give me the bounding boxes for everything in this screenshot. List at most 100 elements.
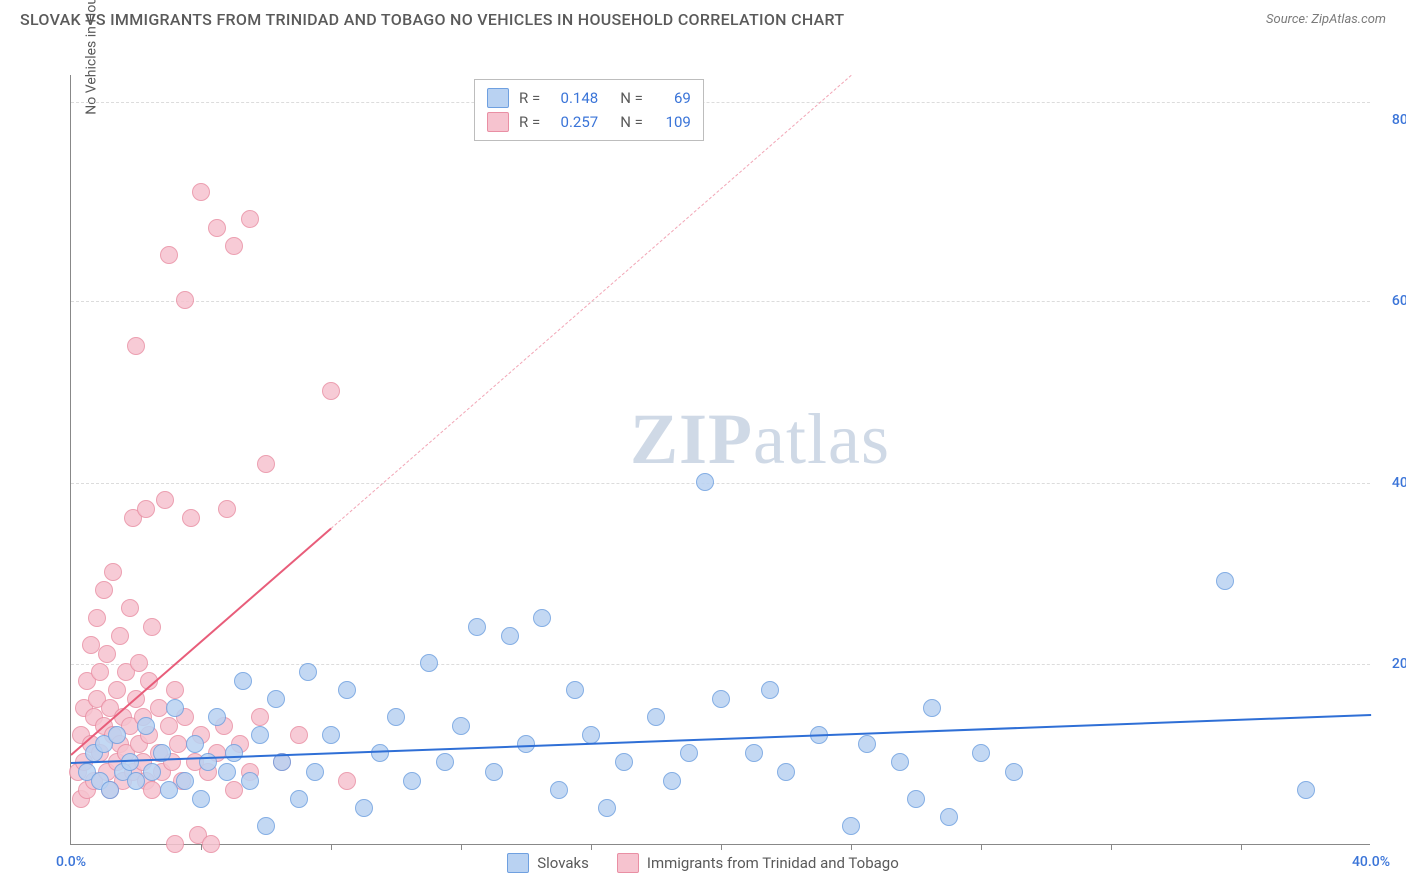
scatter-point [82,636,100,654]
legend-row: R =0.148N =69 [487,86,691,110]
legend-r-label: R = [519,86,540,110]
legend-swatch [487,88,509,108]
chart-source: Source: ZipAtlas.com [1266,12,1386,27]
chart-title: SLOVAK VS IMMIGRANTS FROM TRINIDAD AND T… [20,10,844,29]
legend-r-label: R = [519,110,540,134]
scatter-point [468,618,486,636]
scatter-point [166,681,184,699]
scatter-point [202,835,220,853]
scatter-point [712,690,730,708]
scatter-point [156,491,174,509]
legend-swatch [617,853,639,873]
legend-n-value: 109 [653,110,691,134]
scatter-point [160,781,178,799]
scatter-point [290,726,308,744]
scatter-point [121,599,139,617]
plot-area: ZIPatlas R =0.148N =69R =0.257N =109 20.… [70,75,1370,845]
scatter-point [160,246,178,264]
scatter-point [108,726,126,744]
trend-line [70,528,331,756]
legend-n-label: N = [620,86,643,110]
x-tick-mark [851,844,852,850]
scatter-point [647,708,665,726]
legend-label: Immigrants from Trinidad and Tobago [647,854,899,872]
scatter-point [192,183,210,201]
scatter-point [137,717,155,735]
scatter-point [338,772,356,790]
scatter-point [696,473,714,491]
scatter-point [108,681,126,699]
legend-swatch [507,853,529,873]
gridline [71,102,1370,103]
legend-row: R = 0.257 N = 109 [487,110,691,134]
scatter-point [166,699,184,717]
scatter-point [550,781,568,799]
scatter-point [130,654,148,672]
scatter-point [186,735,204,753]
scatter-point [403,772,421,790]
x-tick-mark [1241,844,1242,850]
legend-swatch [487,112,509,132]
stats-legend: R =0.148N =69R =0.257N =109 [474,79,704,141]
legend-r-value: 0.257 [550,110,598,134]
scatter-point [218,763,236,781]
scatter-point [858,735,876,753]
scatter-point [98,645,116,663]
scatter-point [225,237,243,255]
x-tick-mark [461,844,462,850]
scatter-point [91,663,109,681]
gridline [71,664,1370,665]
x-tick-mark [981,844,982,850]
scatter-point [234,672,252,690]
gridline [71,301,1370,302]
x-tick-mark [331,844,332,850]
y-tick-label: 40.0% [1392,475,1406,491]
x-tick-mark [1111,844,1112,850]
scatter-point [485,763,503,781]
scatter-point [218,500,236,518]
scatter-point [338,681,356,699]
scatter-point [251,726,269,744]
scatter-point [166,835,184,853]
scatter-point [940,808,958,826]
scatter-point [745,744,763,762]
scatter-point [241,210,259,228]
y-tick-label: 20.0% [1392,656,1406,672]
scatter-point [225,744,243,762]
scatter-point [1005,763,1023,781]
scatter-point [452,717,470,735]
scatter-point [290,790,308,808]
scatter-point [972,744,990,762]
scatter-point [208,708,226,726]
chart-header: SLOVAK VS IMMIGRANTS FROM TRINIDAD AND T… [0,0,1406,35]
scatter-point [306,763,324,781]
scatter-point [101,781,119,799]
scatter-point [257,455,275,473]
scatter-point [176,291,194,309]
scatter-point [387,708,405,726]
legend-item: Immigrants from Trinidad and Tobago [617,853,899,873]
scatter-point [160,717,178,735]
scatter-point [420,654,438,672]
scatter-point [322,726,340,744]
scatter-point [761,681,779,699]
x-tick-mark [721,844,722,850]
legend-n-value: 69 [653,86,691,110]
scatter-point [1216,572,1234,590]
scatter-point [777,763,795,781]
scatter-point [355,799,373,817]
legend-n-label: N = [620,110,643,134]
scatter-point [680,744,698,762]
scatter-point [241,772,259,790]
scatter-point [95,581,113,599]
y-tick-label: 60.0% [1392,293,1406,309]
scatter-point [371,744,389,762]
scatter-point [176,772,194,790]
scatter-point [842,817,860,835]
scatter-point [533,609,551,627]
scatter-point [121,753,139,771]
scatter-point [267,690,285,708]
scatter-point [127,772,145,790]
scatter-point [137,500,155,518]
scatter-point [299,663,317,681]
